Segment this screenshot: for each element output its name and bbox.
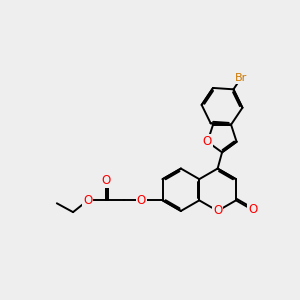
Text: O: O — [248, 203, 257, 216]
Text: O: O — [83, 194, 92, 207]
Text: O: O — [137, 194, 146, 207]
Text: O: O — [213, 205, 222, 218]
Text: O: O — [101, 174, 111, 187]
Text: O: O — [203, 135, 212, 148]
Text: Br: Br — [235, 73, 247, 83]
